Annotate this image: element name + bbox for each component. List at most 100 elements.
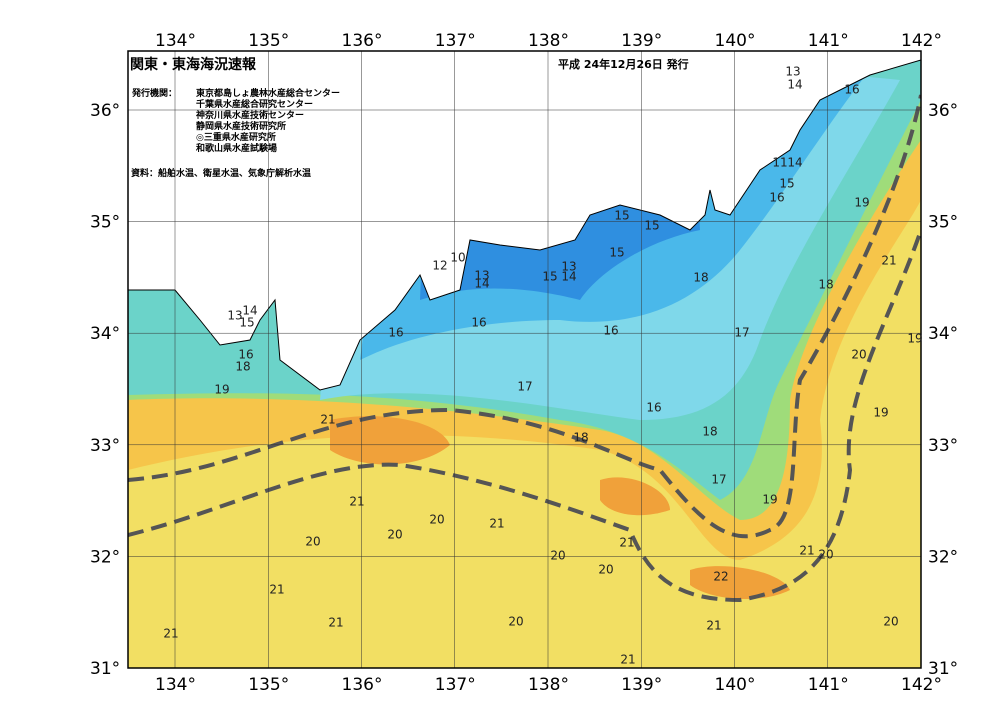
sst-map (128, 51, 921, 668)
lat-tick-label: 36° (928, 101, 958, 121)
contour-label: 18 (235, 360, 250, 374)
contour-label: 13 (785, 65, 800, 79)
lat-tick-label: 31° (90, 659, 120, 679)
contour-label: 20 (851, 348, 866, 362)
contour-label: 20 (598, 563, 613, 577)
contour-label: 11 (772, 156, 787, 170)
date: 平成 24年12月26日 発行 (558, 57, 689, 71)
contour-label: 16 (388, 326, 403, 340)
lon-tick-label: 138° (528, 675, 569, 695)
lat-tick-label: 35° (928, 213, 958, 233)
contour-label: 13 (474, 269, 489, 283)
contour-label: 19 (873, 406, 888, 420)
lon-tick-label: 142° (901, 31, 942, 51)
contour-label: 20 (550, 549, 565, 563)
contour-label: 16 (769, 191, 784, 205)
contour-label: 21 (320, 413, 335, 427)
contour-label: 14 (561, 270, 576, 284)
contour-label: 16 (646, 401, 661, 415)
lon-tick-label: 137° (435, 675, 476, 695)
issuer: 和歌山県水産試験場 (195, 142, 277, 154)
contour-label: 14 (474, 277, 489, 291)
contour-label: 20 (429, 513, 444, 527)
contour-label: 15 (779, 177, 794, 191)
lon-tick-label: 139° (621, 675, 662, 695)
map-frame (127, 50, 922, 669)
lon-tick-label: 138° (528, 31, 569, 51)
lat-tick-label: 36° (90, 101, 120, 121)
issuer: 東京都島しょ農林水産総合センター (196, 87, 340, 99)
lon-tick-label: 134° (155, 675, 196, 695)
contour-label: 21 (269, 583, 284, 597)
contour-label: 16 (471, 316, 486, 330)
contour-label: 19 (762, 493, 777, 507)
lon-tick-label: 142° (901, 675, 942, 695)
contour-label: 17 (711, 473, 726, 487)
issuers: 東京都島しょ農林水産総合センター千葉県水産総合研究センター神奈川県水産技術センタ… (195, 87, 340, 154)
title: 関東・東海海況速報 (130, 56, 257, 73)
lon-tick-label: 140° (715, 31, 756, 51)
contour-label: 15 (609, 246, 624, 260)
contour-label: 20 (305, 535, 320, 549)
lat-tick-label: 32° (90, 547, 120, 567)
contour-label: 21 (619, 536, 634, 550)
lon-tick-label: 141° (808, 675, 849, 695)
source: 資料：船舶水温、衛星水温、気象庁解析水温 (131, 167, 311, 179)
contour-label: 20 (387, 528, 402, 542)
lat-tick-label: 35° (90, 213, 120, 233)
contour-label: 22 (713, 570, 728, 584)
issuer: 静岡県水産技術研究所 (196, 120, 286, 132)
lat-tick-label: 34° (90, 324, 120, 344)
contour-label: 21 (489, 517, 504, 531)
contour-label: 21 (881, 254, 896, 268)
contour-label: 19 (907, 332, 922, 346)
lat-tick-label: 33° (90, 436, 120, 456)
lon-tick-label: 135° (248, 675, 289, 695)
contour-label: 19 (854, 196, 869, 210)
contour-label: 18 (818, 278, 833, 292)
contour-label: 12 (432, 259, 447, 273)
lon-tick-label: 141° (808, 31, 849, 51)
contour-label: 13 (561, 260, 576, 274)
contour-label: 15 (542, 270, 557, 284)
issuer: 千葉県水産総合研究センター (196, 98, 313, 110)
issuer-label: 発行機関： (131, 87, 177, 99)
contour-label: 21 (349, 495, 364, 509)
contour-label: 21 (620, 653, 635, 667)
lon-tick-label: 139° (621, 31, 662, 51)
contour-label: 21 (163, 627, 178, 641)
lat-tick-label: 32° (928, 547, 958, 567)
lat-tick-label: 31° (928, 659, 958, 679)
lon-tick-label: 137° (435, 31, 476, 51)
lon-tick-label: 134° (155, 31, 196, 51)
contour-label: 15 (614, 209, 629, 223)
contour-label: 18 (693, 271, 708, 285)
contour-label: 20 (818, 548, 833, 562)
lat-tick-label: 34° (928, 324, 958, 344)
contour-label: 20 (508, 615, 523, 629)
contour-label: 18 (702, 425, 717, 439)
issuer: 神奈川県水産技術センター (196, 109, 304, 121)
lon-tick-label: 135° (248, 31, 289, 51)
lon-tick-label: 136° (342, 31, 383, 51)
lon-tick-label: 140° (715, 675, 756, 695)
lon-tick-label: 136° (342, 675, 383, 695)
contour-label: 15 (644, 219, 659, 233)
contour-label: 15 (239, 316, 254, 330)
contour-label: 21 (799, 544, 814, 558)
contour-label: 19 (214, 383, 229, 397)
contour-label: 16 (844, 83, 859, 97)
contour-label: 14 (787, 156, 802, 170)
contour-label: 20 (883, 615, 898, 629)
lat-tick-label: 33° (928, 436, 958, 456)
contour-label: 13 (227, 309, 242, 323)
contour-label: 17 (517, 380, 532, 394)
contour-label: 21 (706, 619, 721, 633)
issuer: ◎三重県水産研究所 (196, 131, 276, 143)
contour-label: 18 (573, 431, 588, 445)
contour-label: 16 (603, 324, 618, 338)
contour-label: 10 (450, 251, 465, 265)
contour-label: 21 (328, 616, 343, 630)
